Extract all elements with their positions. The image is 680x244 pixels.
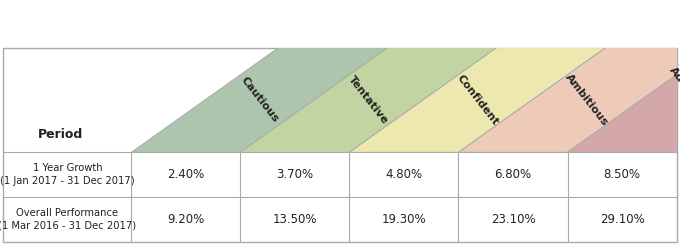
Polygon shape [240,48,496,152]
Text: 1 Year Growth
(1 Jan 2017 - 31 Dec 2017): 1 Year Growth (1 Jan 2017 - 31 Dec 2017) [0,163,135,186]
Text: Tentative: Tentative [347,74,390,126]
Text: 2.40%: 2.40% [167,168,205,181]
Text: 29.10%: 29.10% [600,213,645,226]
Text: Wealthify Portfolio Performance: Wealthify Portfolio Performance [15,14,341,31]
Text: 23.10%: 23.10% [491,213,535,226]
Polygon shape [458,48,680,152]
Text: Period: Period [38,128,84,141]
Polygon shape [568,48,680,152]
Text: 3.70%: 3.70% [276,168,313,181]
Polygon shape [350,48,606,152]
Text: Adventurous: Adventurous [667,65,680,134]
Text: Cautious: Cautious [239,75,280,124]
Text: Overall Performance
(1 Mar 2016 - 31 Dec 2017): Overall Performance (1 Mar 2016 - 31 Dec… [0,208,137,231]
Text: 8.50%: 8.50% [604,168,641,181]
Text: 9.20%: 9.20% [167,213,205,226]
Text: Confident: Confident [455,73,500,127]
Text: 13.50%: 13.50% [273,213,317,226]
Text: 4.80%: 4.80% [386,168,422,181]
Text: Ambitious: Ambitious [563,72,610,128]
Text: 19.30%: 19.30% [381,213,426,226]
Text: 6.80%: 6.80% [494,168,532,181]
Polygon shape [131,48,388,152]
